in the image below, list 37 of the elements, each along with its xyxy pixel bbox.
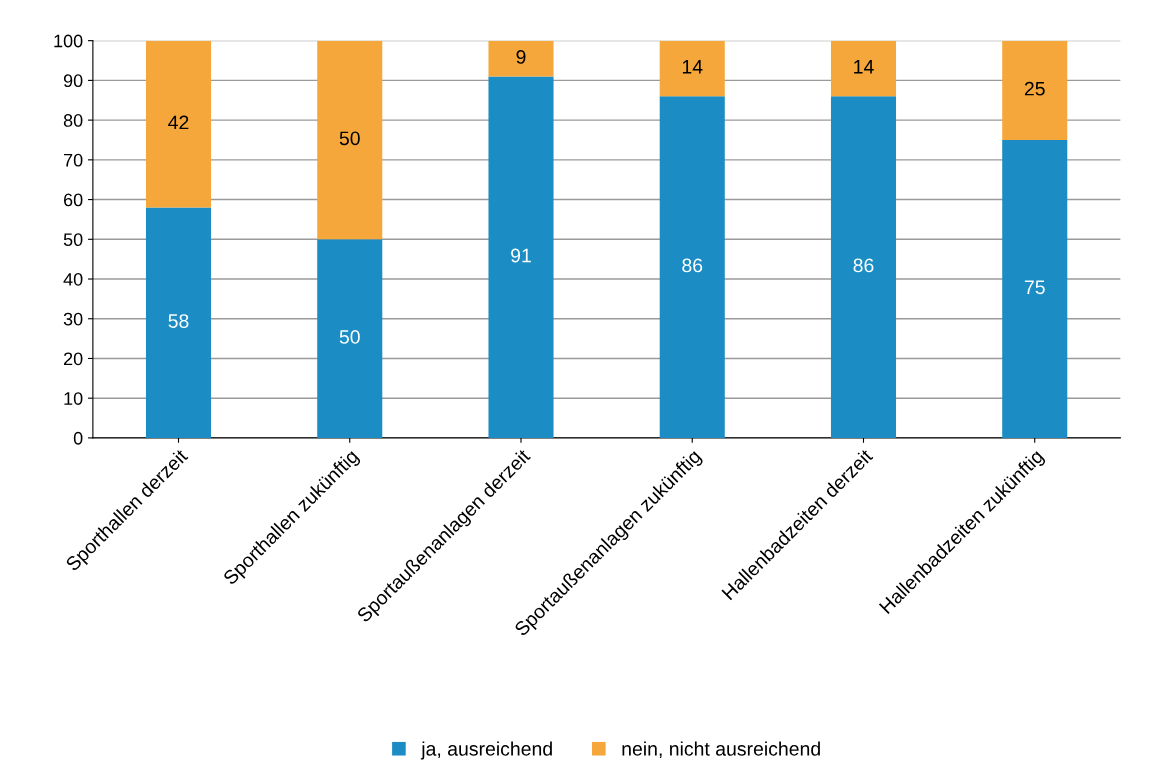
legend-label: ja, ausreichend — [420, 741, 552, 760]
data-label: 58 — [168, 314, 189, 328]
bar — [488, 76, 554, 438]
bar — [145, 207, 212, 438]
data-label: 14 — [682, 60, 703, 74]
data-label: 25 — [1024, 81, 1045, 96]
bar — [830, 40, 897, 97]
bar — [1002, 40, 1068, 140]
bar — [488, 40, 554, 77]
data-label: 14 — [854, 60, 874, 74]
bar — [1002, 139, 1068, 438]
y-tick-label: 0 — [73, 431, 83, 445]
y-tick-label: 40 — [63, 272, 83, 286]
data-label: 91 — [511, 248, 531, 263]
y-tick-label: 90 — [63, 74, 83, 88]
data-label: 86 — [682, 258, 703, 273]
data-label: 50 — [339, 330, 360, 344]
bar — [659, 40, 725, 97]
data-label: 9 — [516, 49, 526, 64]
bar — [659, 96, 725, 438]
bar — [830, 96, 897, 438]
data-label: 86 — [853, 258, 874, 273]
legend-label: nein, nicht ausreichend — [622, 741, 820, 759]
y-tick-label: 30 — [63, 312, 83, 326]
y-tick-label: 20 — [63, 352, 83, 366]
y-tick-label: 80 — [63, 114, 83, 127]
data-label: 75 — [1024, 280, 1045, 295]
y-tick-label: 70 — [64, 153, 83, 167]
y-tick-label: 60 — [63, 193, 83, 207]
y-tick-label: 100 — [54, 34, 83, 48]
y-tick-label: 50 — [63, 233, 83, 247]
bar — [317, 40, 383, 240]
data-label: 50 — [339, 131, 360, 146]
bar — [317, 239, 383, 438]
y-tick-label: 10 — [64, 392, 83, 405]
data-label: 42 — [168, 115, 189, 130]
bar — [145, 40, 212, 208]
